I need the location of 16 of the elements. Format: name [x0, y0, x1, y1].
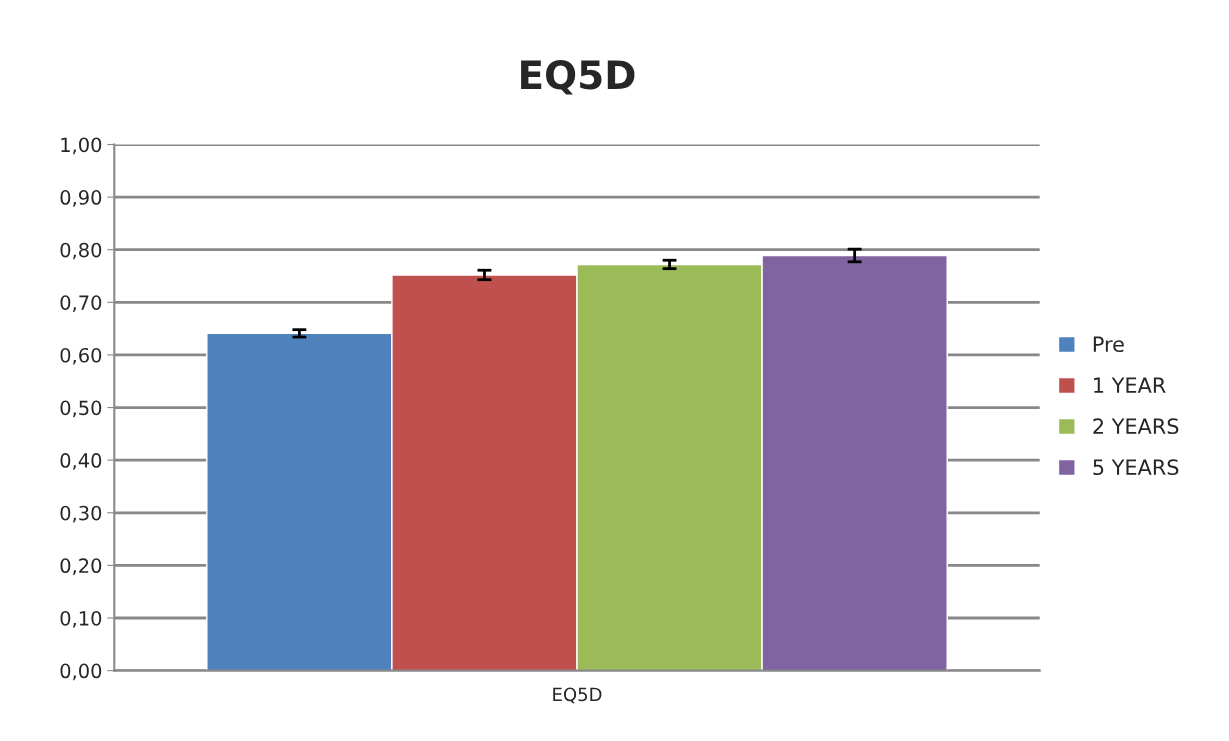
y-tick-label: 0,30: [60, 505, 102, 523]
y-tick-label: 0,10: [60, 610, 102, 628]
y-tick-label: 0,50: [60, 400, 102, 418]
y-tick-label: 0,80: [60, 242, 102, 260]
legend-label: Pre: [1093, 336, 1124, 353]
y-tick-label: 0,00: [60, 663, 102, 681]
y-tick-label: 0,20: [60, 558, 102, 576]
y-tick-label: 0,90: [60, 190, 102, 207]
legend-label: 2 YEARS: [1093, 418, 1179, 435]
legend-label: 1 YEAR: [1094, 377, 1166, 393]
y-tick-label: 1,00: [61, 137, 102, 155]
legend-label: 5 YEARS: [1093, 459, 1179, 476]
y-tick-label: 0,40: [60, 453, 102, 470]
y-tick-label: 0,70: [60, 295, 102, 312]
y-tick-label: 0,60: [60, 347, 102, 365]
chart-title: EQ5D: [521, 60, 635, 95]
